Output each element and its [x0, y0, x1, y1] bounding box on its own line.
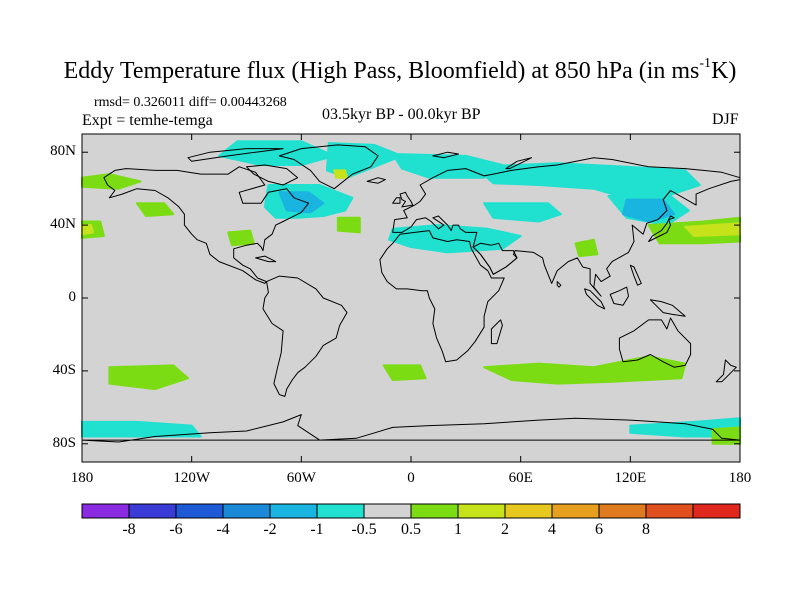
colorbar-swatch: [316, 503, 365, 519]
x-tick-label: 0: [407, 470, 415, 486]
coastline-greenland: [278, 144, 379, 190]
region-east-pacific-yellow: [81, 224, 94, 236]
axis-ticks: [81, 134, 741, 462]
region-greenland-yellow: [333, 169, 348, 179]
coastline-south-america: [262, 275, 348, 397]
colorbar-label: 4: [548, 521, 556, 538]
colorbar-swatch: [551, 503, 600, 519]
region-azores-green: [336, 216, 361, 234]
coastline-philippines: [629, 264, 642, 286]
colorbar-swatch: [457, 503, 506, 519]
coastline-new-zealand: [715, 359, 737, 383]
coastlines: [81, 144, 741, 443]
region-south-atlantic-green: [382, 364, 427, 381]
colorbar-swatch: [645, 503, 694, 519]
region-southern-ocean-green-east: [711, 426, 741, 445]
coastline-borneo: [609, 286, 629, 306]
region-south-pacific-green: [108, 364, 189, 391]
map-plot-area: [81, 133, 741, 463]
coastline-baffin: [246, 164, 299, 186]
coastline-madagascar: [490, 319, 503, 345]
colorbar-swatch: [598, 503, 647, 519]
coastline-australia: [618, 317, 692, 368]
coastline-cuba: [255, 255, 277, 263]
rmsd-label: rmsd= 0.326011 diff= 0.00443268: [94, 95, 287, 110]
coastline-sumatra: [584, 288, 606, 310]
x-tick-label: 60E: [508, 470, 533, 486]
coastline-africa: [379, 230, 505, 363]
region-central-asia-cyan: [483, 202, 562, 223]
colorbar-swatch: [222, 503, 271, 519]
colorbar-label: -0.5: [351, 521, 377, 538]
colorbar-label: 0.5: [401, 521, 421, 538]
region-greenland-east-cyan: [325, 142, 403, 179]
region-india-green: [574, 238, 599, 258]
coastline-svalbard: [432, 151, 459, 159]
y-tick-label: 40N: [50, 216, 76, 233]
colorbar-swatch: [504, 503, 553, 519]
region-canada-green: [135, 202, 175, 217]
x-tick-label: 120E: [614, 470, 647, 486]
colorbar-swatch: [81, 503, 130, 519]
x-tick-label: 180: [728, 470, 752, 486]
coastline-eurasia: [392, 157, 741, 297]
coastline-iceland: [366, 177, 386, 184]
y-tick-label: 40S: [52, 361, 76, 378]
colorbar-label: -4: [216, 521, 230, 538]
coastline-new-guinea: [649, 299, 686, 317]
colorbar-swatch: [128, 503, 177, 519]
coastline-sri-lanka: [556, 281, 562, 288]
season-label: DJF: [712, 111, 739, 128]
colorbar-label: 2: [501, 521, 509, 538]
x-tick-label: 120W: [173, 470, 210, 486]
colorbar-label: -1: [310, 521, 324, 538]
y-tick-label: 80N: [50, 143, 76, 160]
figure-title: Eddy Temperature flux (High Pass, Bloomf…: [63, 56, 737, 84]
region-us-green: [227, 229, 255, 247]
colorbar-label: -6: [169, 521, 183, 538]
coastline-arabia-sea-link: [472, 242, 518, 275]
colorbar-label: 8: [642, 521, 650, 538]
coastline-uk: [399, 191, 414, 208]
region-arctic-canada-cyan: [218, 140, 336, 166]
colorbar-label: -2: [263, 521, 277, 538]
colorbar-swatch: [175, 503, 224, 519]
region-south-indian-green: [483, 355, 687, 385]
region-north-atlantic-blue: [278, 191, 325, 214]
y-tick-label: 80S: [52, 434, 76, 451]
coastline-north-america: [103, 166, 310, 284]
title-superscript: -1: [699, 56, 712, 71]
colorbar-swatch: [269, 503, 318, 519]
experiment-label: Expt = temhe-temga: [82, 112, 213, 129]
colorbar-swatch: [410, 503, 459, 519]
period-label: 03.5kyr BP - 00.0kyr BP: [322, 106, 481, 123]
colorbar-label: 6: [595, 521, 603, 538]
coastline-japan: [648, 215, 675, 242]
colorbar-label: 1: [454, 521, 462, 538]
colorbar-swatch: [363, 503, 412, 519]
coastline-antarctica: [81, 414, 741, 443]
colorbar-label: -8: [122, 521, 136, 538]
colorbar-swatch: [692, 503, 741, 519]
x-tick-label: 180: [70, 470, 94, 486]
colorbar: [81, 503, 741, 519]
y-tick-label: 0: [68, 289, 77, 305]
coastline-ireland: [392, 197, 401, 204]
x-tick-label: 60W: [286, 470, 316, 486]
coastline-novaya-zemlya: [505, 157, 533, 170]
coastline-arctic-islands: [187, 148, 284, 162]
